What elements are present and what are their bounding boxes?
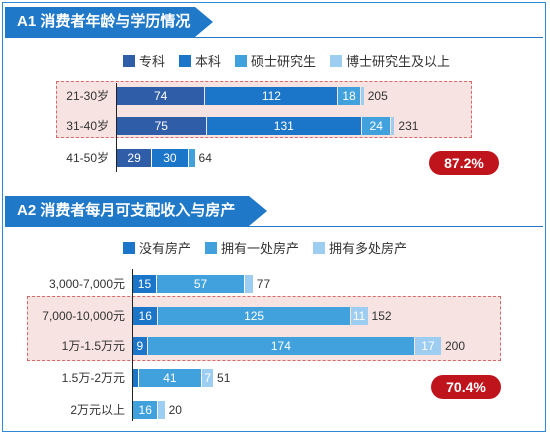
a1-legend-swatch bbox=[235, 54, 248, 67]
a2-legend-swatch bbox=[205, 241, 218, 254]
a1-bar-segment: 24 bbox=[362, 117, 391, 135]
a2-category-axis bbox=[132, 269, 133, 421]
a2-legend: 没有房产 拥有一处房产 拥有多处房产 bbox=[123, 238, 421, 257]
a2-bar-segment: 7 bbox=[202, 369, 214, 387]
a1-legend-item-0: 专科 bbox=[123, 51, 165, 70]
a2-banner-underline bbox=[5, 226, 543, 227]
a1-legend-label: 硕士研究生 bbox=[251, 54, 317, 69]
a2-title: A2 消费者每月可支配收入与房产情况 bbox=[17, 202, 236, 249]
a2-bar-segment: 16 bbox=[133, 401, 158, 419]
a2-bar-segment: 11 bbox=[350, 307, 368, 325]
a2-row-total: 152 bbox=[371, 309, 392, 323]
a1-legend-swatch bbox=[330, 54, 343, 67]
a2-row-total: 77 bbox=[256, 277, 271, 291]
a1-legend: 专科 本科 硕士研究生 博士研究生及以上 bbox=[123, 51, 464, 70]
a2-bar-segment bbox=[245, 275, 253, 293]
a2-bar-segment: 57 bbox=[156, 275, 245, 293]
a1-legend-label: 本科 bbox=[195, 54, 222, 69]
a2-row-total: 200 bbox=[445, 339, 466, 353]
a2-bar-segment: 15 bbox=[133, 275, 156, 293]
a1-bar-segment: 29 bbox=[117, 149, 152, 167]
a1-percentage-badge: 87.2% bbox=[429, 151, 499, 175]
a1-category-label: 31-40岁 bbox=[66, 119, 109, 133]
a1-legend-label: 专科 bbox=[139, 54, 166, 69]
a1-category-axis bbox=[116, 83, 117, 172]
a2-bar-segment: 16 bbox=[133, 307, 158, 325]
a2-legend-swatch bbox=[123, 241, 135, 254]
a2-bar-segment: 125 bbox=[158, 307, 350, 325]
a2-legend-label: 没有房产 bbox=[139, 241, 192, 256]
a2-legend-item-0: 没有房产 bbox=[123, 238, 191, 257]
a1-bar-segment: 131 bbox=[206, 117, 362, 135]
a1-category-label: 21-30岁 bbox=[66, 89, 109, 103]
a1-bar-segment bbox=[360, 87, 364, 105]
a2-category-label: 3,000-7,000元 bbox=[48, 277, 125, 291]
a1-bar-segment bbox=[391, 117, 395, 135]
a1-bar-segment: 112 bbox=[205, 87, 338, 105]
a2-bar-segment bbox=[158, 401, 165, 419]
a1-banner-underline bbox=[5, 37, 543, 38]
a2-percentage-badge: 70.4% bbox=[431, 375, 501, 399]
a2-bar-segment: 174 bbox=[147, 337, 414, 355]
a2-category-label: 7,000-10,000元 bbox=[42, 309, 125, 323]
a1-legend-swatch bbox=[179, 54, 192, 67]
a2-row-total: 20 bbox=[168, 403, 182, 417]
a1-bar-segment: 74 bbox=[117, 87, 205, 105]
a2-legend-item-2: 拥有多处房产 bbox=[313, 238, 407, 257]
a1-legend-item-1: 本科 bbox=[179, 51, 221, 70]
a1-legend-item-3: 博士研究生及以上 bbox=[330, 51, 450, 70]
a1-title-banner: A1 消费者年龄与学历情况 bbox=[5, 7, 213, 37]
infographic-frame: A1 消费者年龄与学历情况 专科 本科 硕士研究生 博士研究生及以上 21-30岁 74… bbox=[2, 2, 546, 432]
a2-legend-label: 拥有一处房产 bbox=[221, 241, 300, 256]
a1-bar-segment bbox=[188, 149, 195, 167]
a2-category-label: 2万元以上 bbox=[70, 403, 125, 417]
a2-category-label: 1.5万-2万元 bbox=[61, 371, 125, 385]
a1-bar-segment: 18 bbox=[338, 87, 360, 105]
a1-legend-label: 博士研究生及以上 bbox=[346, 54, 451, 69]
a2-bar-segment: 9 bbox=[133, 337, 147, 355]
a2-category-label: 1万-1.5万元 bbox=[61, 339, 125, 353]
a2-bar-segment bbox=[133, 369, 138, 387]
a1-row-total: 205 bbox=[367, 89, 388, 103]
a1-row-total: 231 bbox=[398, 119, 419, 133]
a2-legend-swatch bbox=[313, 241, 326, 254]
a1-legend-swatch bbox=[123, 54, 135, 67]
a2-bar-segment: 17 bbox=[414, 337, 441, 355]
a2-bar-segment: 41 bbox=[138, 369, 202, 387]
a1-title: A1 消费者年龄与学历情况 bbox=[17, 13, 191, 30]
a1-category-label: 41-50岁 bbox=[66, 151, 109, 165]
a2-legend-item-1: 拥有一处房产 bbox=[205, 238, 299, 257]
a1-bar-segment: 75 bbox=[117, 117, 206, 135]
a2-row-total: 51 bbox=[217, 371, 231, 385]
a1-row-total: 64 bbox=[198, 151, 212, 165]
a2-title-banner: A2 消费者每月可支配收入与房产情况 bbox=[5, 196, 267, 249]
a1-legend-item-2: 硕士研究生 bbox=[235, 51, 316, 70]
a2-legend-label: 拥有多处房产 bbox=[329, 241, 408, 256]
a1-bar-segment: 30 bbox=[152, 149, 188, 167]
